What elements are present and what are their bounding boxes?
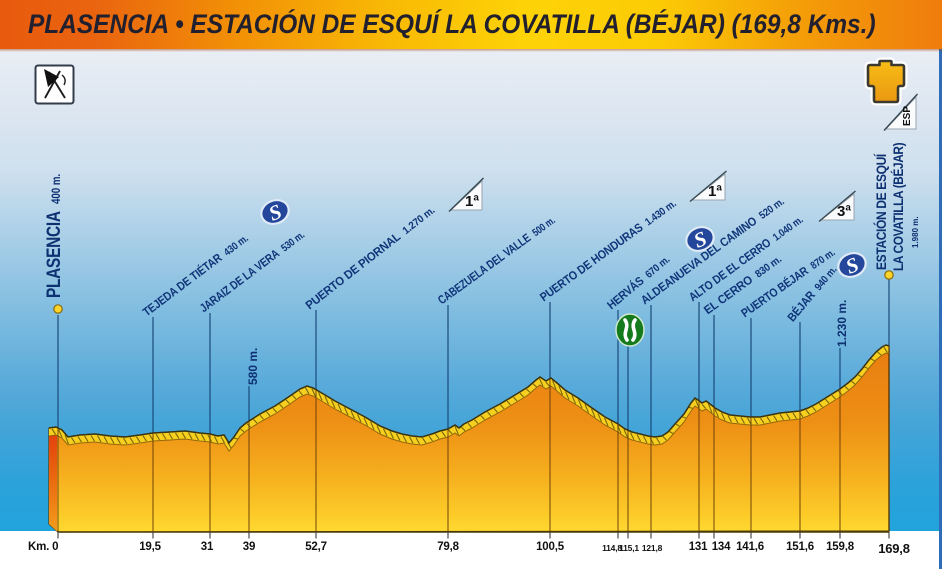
svg-text:1ª: 1ª xyxy=(465,193,479,210)
svg-text:1ª: 1ª xyxy=(708,183,722,200)
svg-text:ESP: ESP xyxy=(902,106,913,126)
svg-text:3ª: 3ª xyxy=(837,203,851,220)
